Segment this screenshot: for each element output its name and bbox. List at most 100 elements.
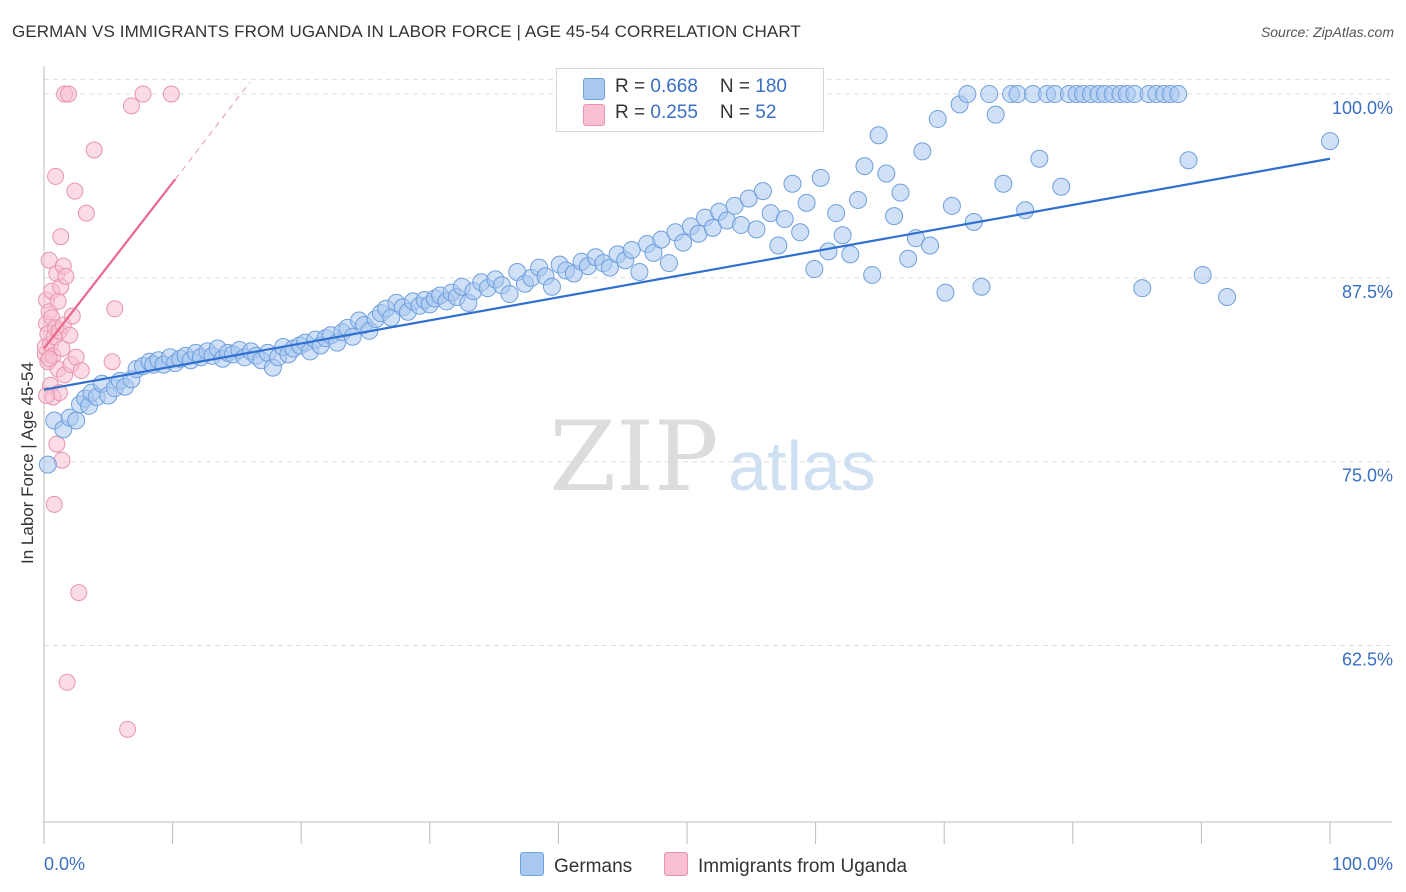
bottom-legend-german-swatch — [520, 852, 544, 876]
uganda-point-40 — [70, 584, 88, 602]
uganda-point-20 — [49, 292, 67, 310]
uganda-point-46 — [119, 720, 137, 738]
german-point-140 — [913, 142, 932, 161]
german-point-104 — [652, 230, 671, 249]
german-point-111 — [703, 218, 722, 237]
uganda-point-47 — [122, 97, 140, 115]
uganda-point-7 — [40, 251, 58, 269]
german-r-label: R = — [615, 76, 651, 97]
uganda-point-24 — [52, 228, 70, 246]
german-point-159 — [1052, 177, 1071, 196]
uganda-point-15 — [45, 495, 63, 513]
german-point-151 — [994, 174, 1013, 193]
uganda-trendline-extension — [174, 81, 251, 180]
german-swatch — [583, 78, 605, 100]
bottom-legend-german-label: Germans — [554, 856, 633, 877]
uganda-point-35 — [61, 326, 79, 344]
bottom-legend-uganda-swatch — [664, 852, 688, 876]
uganda-point-38 — [66, 182, 84, 200]
uganda-stats: R = 0.255 N = 52 — [615, 102, 776, 124]
german-point-170 — [1133, 279, 1152, 298]
german-point-178 — [1218, 288, 1237, 306]
uganda-point-32 — [57, 267, 75, 285]
german-point-128 — [827, 204, 846, 223]
uganda-point-41 — [72, 362, 90, 380]
german-point-83 — [500, 285, 519, 304]
german-point-4 — [67, 411, 86, 430]
german-point-114 — [725, 196, 744, 215]
german-point-153 — [1008, 85, 1027, 104]
german-point-129 — [833, 226, 852, 245]
y-axis-label: In Labor Force | Age 45-54 — [18, 362, 37, 564]
y-tick-label-3: 62.5% — [1342, 650, 1393, 670]
german-point-134 — [869, 126, 888, 145]
german-point-137 — [891, 183, 910, 202]
x-tick-label-1: 100.0% — [1332, 854, 1393, 874]
german-point-143 — [936, 283, 955, 302]
german-r-value: 0.668 — [650, 76, 698, 97]
uganda-swatch — [583, 104, 605, 126]
german-point-126 — [811, 168, 830, 187]
german-point-89 — [542, 277, 561, 296]
german-point-142 — [928, 110, 947, 129]
uganda-r-value: 0.255 — [650, 102, 698, 123]
german-point-138 — [899, 249, 918, 268]
uganda-point-17 — [47, 167, 65, 185]
uganda-point-44 — [103, 353, 121, 371]
german-point-103 — [644, 243, 663, 262]
german-points — [38, 85, 1339, 474]
german-point-117 — [747, 220, 766, 239]
german-point-125 — [805, 260, 824, 279]
uganda-point-34 — [59, 85, 77, 103]
german-point-150 — [986, 105, 1005, 124]
german-point-107 — [674, 233, 693, 252]
y-tick-label-0: 100.0% — [1332, 98, 1393, 118]
y-tick-labels: 100.0% 87.5% 75.0% 62.5% — [1332, 98, 1393, 669]
y-tick-label-1: 87.5% — [1342, 282, 1393, 302]
chart-title: GERMAN VS IMMIGRANTS FROM UGANDA IN LABO… — [12, 22, 801, 41]
german-point-130 — [841, 245, 860, 264]
uganda-point-49 — [162, 85, 180, 103]
german-point-131 — [849, 190, 868, 209]
german-point-179 — [1321, 132, 1339, 151]
uganda-point-19 — [48, 435, 66, 453]
bottom-legend-uganda-label: Immigrants from Uganda — [698, 856, 908, 877]
bottom-legend-german: Germans — [520, 852, 632, 878]
german-point-120 — [769, 236, 788, 255]
uganda-points — [36, 85, 180, 738]
german-point-122 — [783, 174, 802, 193]
uganda-point-48 — [134, 85, 152, 103]
german-n-label: N = — [719, 76, 756, 97]
bottom-legend-uganda: Immigrants from Uganda — [664, 852, 907, 878]
german-point-121 — [775, 210, 794, 229]
axes — [43, 66, 1392, 844]
german-point-177 — [1193, 265, 1212, 284]
german-point-144 — [942, 196, 961, 215]
uganda-point-51 — [38, 387, 56, 405]
uganda-point-45 — [106, 300, 124, 318]
german-point-115 — [732, 215, 751, 234]
x-tick-labels: 0.0% 100.0% — [44, 854, 1393, 874]
uganda-point-27 — [53, 339, 71, 357]
german-point-148 — [972, 277, 991, 296]
uganda-point-43 — [85, 141, 103, 159]
watermark: ZIP atlas — [549, 401, 876, 513]
german-point-123 — [791, 223, 810, 242]
uganda-point-37 — [63, 307, 81, 325]
correlation-legend: R = 0.668 N = 180 R = 0.255 N = 52 — [556, 68, 824, 132]
german-n-value: 180 — [755, 76, 787, 97]
x-tick-label-0: 0.0% — [44, 854, 85, 874]
uganda-r-label: R = — [615, 102, 651, 123]
german-point-176 — [1179, 151, 1198, 170]
german-stats: R = 0.668 N = 180 — [615, 76, 787, 98]
german-point-154 — [1016, 201, 1035, 220]
source-label: Source: ZipAtlas.com — [1260, 24, 1394, 40]
watermark-zip: ZIP — [549, 401, 718, 513]
german-point-146 — [958, 85, 977, 104]
y-tick-label-2: 75.0% — [1342, 466, 1393, 486]
uganda-n-label: N = — [719, 102, 756, 123]
german-point-175 — [1169, 85, 1188, 104]
german-point-101 — [630, 263, 649, 281]
german-point-105 — [659, 254, 678, 273]
